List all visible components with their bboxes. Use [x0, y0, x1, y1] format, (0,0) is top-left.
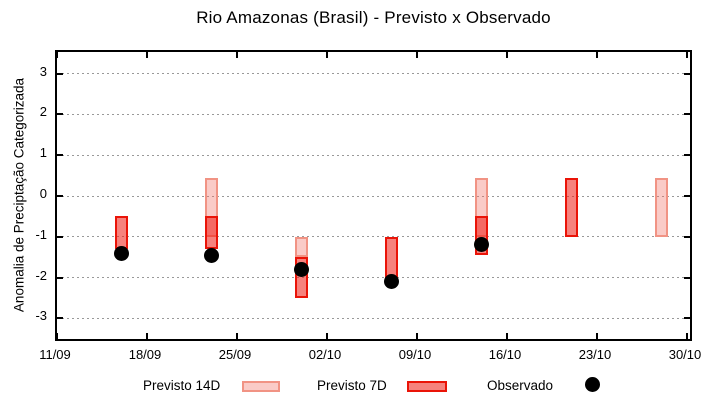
y-tick-label: 2 — [39, 104, 47, 120]
y-tick-right — [684, 317, 690, 320]
forecast-bar-7d — [384, 236, 398, 278]
y-tick-right — [684, 154, 690, 157]
observed-dot — [473, 237, 489, 253]
x-tick-bottom — [56, 333, 58, 339]
y-tick-label: -2 — [35, 267, 47, 283]
y-tick-label: -1 — [35, 226, 47, 242]
x-tick-bottom — [236, 333, 238, 339]
plot-area — [55, 50, 692, 341]
y-tick-left — [57, 195, 63, 197]
x-tick-bottom — [416, 333, 418, 339]
forecast-bar-7d — [204, 216, 218, 250]
x-tick-label: 16/10 — [488, 347, 522, 362]
y-tick-right — [684, 195, 690, 197]
x-tick-top — [56, 52, 58, 58]
gridline-y--1 — [57, 236, 690, 238]
observed-dot — [383, 274, 399, 290]
x-tick-bottom — [686, 333, 688, 339]
gridline-y-0 — [57, 195, 690, 197]
y-tick-label: 3 — [39, 63, 47, 79]
y-tick-right — [684, 113, 690, 116]
x-tick-top — [506, 52, 508, 58]
y-tick-left — [57, 235, 63, 238]
y-tick-label: 0 — [39, 186, 47, 201]
legend-label-previsto-7d: Previsto 7D — [317, 378, 387, 393]
forecast-bar-14d — [654, 177, 668, 237]
x-tick-label: 09/10 — [398, 347, 432, 362]
x-tick-top — [416, 52, 418, 58]
x-tick-top — [146, 52, 148, 58]
forecast-bar-7d — [114, 216, 128, 250]
legend-marker-observado-dot — [585, 377, 600, 392]
x-tick-top — [686, 52, 688, 58]
x-tick-bottom — [146, 333, 148, 339]
y-tick-left — [57, 317, 63, 320]
y-tick-left — [57, 113, 63, 116]
x-tick-label: 02/10 — [308, 347, 342, 362]
x-tick-label: 30/10 — [668, 347, 702, 362]
observed-dot — [203, 247, 219, 263]
forecast-bar-14d — [294, 236, 308, 258]
gridline-y--3 — [57, 317, 690, 319]
observed-dot — [113, 245, 129, 261]
legend-swatch-previsto-7d — [407, 381, 447, 392]
x-tick-bottom — [596, 333, 598, 339]
y-tick-left — [57, 72, 63, 75]
y-tick-right — [684, 276, 690, 279]
y-tick-label: 1 — [39, 145, 47, 161]
gridline-y--2 — [57, 277, 690, 279]
y-tick-right — [684, 235, 690, 238]
y-tick-label: -3 — [35, 308, 47, 324]
y-tick-right — [684, 72, 690, 75]
y-tick-left — [57, 154, 63, 157]
x-tick-top — [236, 52, 238, 58]
observed-dot — [293, 261, 309, 277]
x-tick-top — [596, 52, 598, 58]
x-tick-top — [326, 52, 328, 58]
x-tick-label: 11/09 — [39, 347, 71, 362]
chart-title: Rio Amazonas (Brasil) - Previsto x Obser… — [196, 8, 551, 27]
x-tick-label: 25/09 — [218, 347, 252, 362]
legend-label-observado: Observado — [487, 378, 554, 393]
legend-label-previsto-14d: Previsto 14D — [143, 378, 221, 393]
gridline-y-3 — [57, 73, 690, 74]
legend-swatch-previsto-14d — [242, 381, 280, 392]
x-tick-label: 18/09 — [128, 347, 162, 362]
gridline-y-2 — [57, 113, 690, 115]
x-tick-bottom — [506, 333, 508, 339]
x-tick-bottom — [326, 333, 328, 339]
x-tick-label: 23/10 — [578, 347, 612, 362]
forecast-bar-7d — [564, 177, 578, 237]
gridline-y-1 — [57, 154, 690, 156]
y-tick-left — [57, 276, 63, 279]
